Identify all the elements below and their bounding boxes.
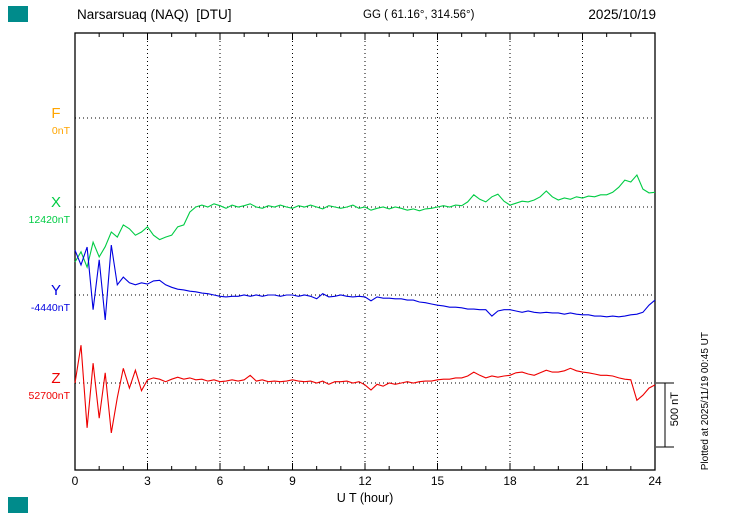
component-baseline-value-X: 12420nT (28, 214, 70, 226)
scale-bar-label: 500 nT (669, 392, 681, 427)
component-label-F: F (51, 105, 61, 122)
component-label-X: X (50, 194, 61, 211)
trace-Y (74, 245, 656, 321)
x-tick-label: 21 (575, 474, 590, 488)
x-tick-label: 3 (144, 474, 151, 488)
trace-X (74, 173, 656, 270)
corner-marker-top (8, 6, 28, 22)
corner-marker-bottom (8, 497, 28, 513)
component-label-Y: Y (50, 282, 61, 299)
x-tick-label: 24 (648, 474, 662, 488)
geographic-coords: GG ( 61.16°, 314.56°) (363, 9, 475, 21)
x-tick-label: 15 (430, 474, 445, 488)
component-baseline-value-Y: -4440nT (30, 302, 70, 314)
x-tick-label: 12 (358, 474, 372, 488)
x-tick-label: 0 (71, 474, 79, 488)
x-axis-label: U T (hour) (336, 491, 394, 505)
station-title: Narsarsuaq (NAQ) [DTU] (77, 7, 232, 22)
component-baseline-value-F: 0nT (51, 125, 70, 137)
x-tick-label: 18 (503, 474, 517, 488)
plot-date: 2025/10/19 (588, 7, 656, 22)
trace-Z (74, 345, 656, 433)
x-tick-label: 6 (216, 474, 224, 488)
component-label-Z: Z (51, 370, 61, 387)
x-tick-label: 9 (289, 474, 296, 488)
component-baseline-value-Z: 52700nT (28, 390, 70, 402)
plot-frame (74, 32, 656, 471)
plotted-at-note: Plotted at 2025/11/19 00:45 UT (700, 331, 711, 470)
